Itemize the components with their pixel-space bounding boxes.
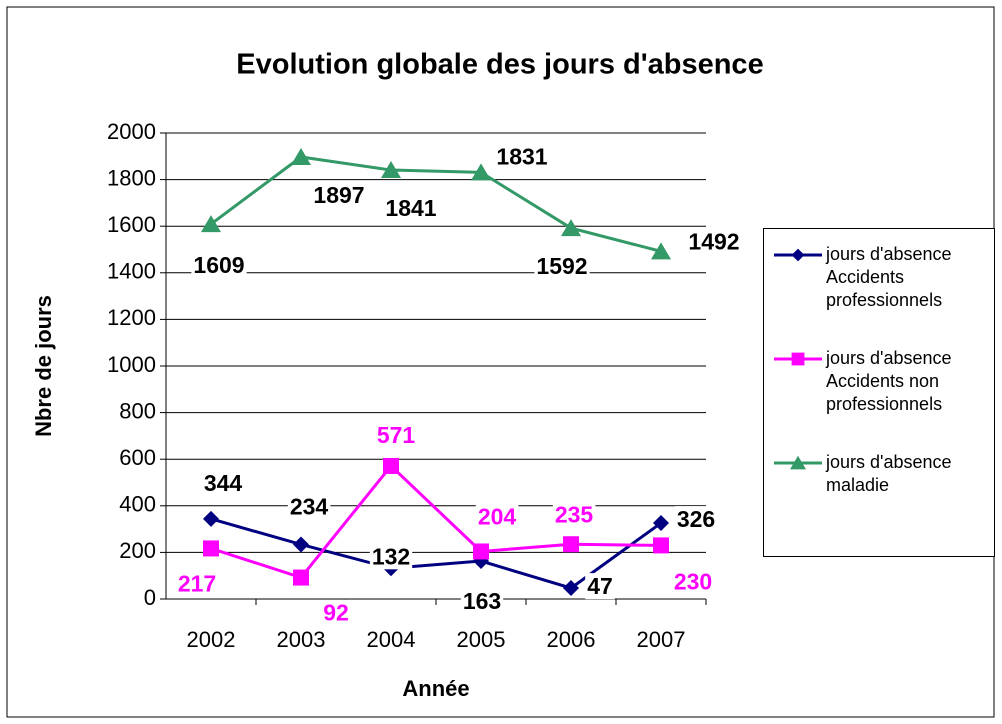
legend-entry: jours d'absence maladie [764, 451, 994, 541]
y-tick-label: 400 [119, 492, 156, 517]
marker-diamond [203, 510, 219, 527]
series-line [210, 463, 662, 580]
data-label: 92 [323, 600, 349, 626]
legend: jours d'absence Accidents professionnels… [763, 228, 995, 557]
data-label-bg [475, 503, 519, 530]
legend-swatch [774, 352, 822, 366]
y-tick-label: 1000 [107, 352, 156, 377]
data-label-bg [374, 422, 418, 449]
data-label: 204 [478, 504, 517, 530]
x-axis-title: Année [402, 676, 469, 701]
x-tick-label: 2002 [187, 627, 236, 652]
legend-label: jours d'absence Accidents non profession… [826, 348, 952, 414]
legend-label: jours d'absence maladie [826, 452, 952, 495]
x-tick-label: 2007 [637, 627, 686, 652]
data-label-bg [369, 543, 413, 570]
data-label-bg [534, 253, 590, 280]
series-line [210, 155, 662, 253]
legend-swatch [774, 248, 822, 262]
data-label: 1609 [193, 252, 244, 278]
data-label-bg [671, 568, 715, 595]
marker-square [293, 569, 309, 586]
y-axis-title: Nbre de jours [31, 295, 56, 437]
y-tick-label: 200 [119, 538, 156, 563]
data-label: 1592 [536, 253, 587, 279]
marker-square [383, 457, 399, 474]
chart-title: Evolution globale des jours d'absence [236, 49, 763, 81]
marker-triangle [790, 455, 806, 470]
data-label: 571 [377, 422, 416, 448]
data-label: 132 [372, 543, 410, 569]
data-label-bg [321, 599, 351, 626]
data-label-bg [494, 143, 550, 170]
marker-square [203, 540, 219, 557]
data-label-bg [585, 573, 615, 600]
marker-diamond [791, 248, 805, 262]
data-label-bg [552, 501, 596, 528]
data-label: 344 [204, 470, 243, 496]
marker-triangle [291, 147, 311, 165]
y-tick-label: 600 [119, 445, 156, 470]
data-label: 1841 [385, 195, 436, 221]
marker-square [653, 537, 669, 554]
marker-triangle [651, 242, 671, 260]
data-label-bg [383, 195, 439, 222]
y-tick-label: 1800 [107, 165, 156, 190]
y-tick-label: 1400 [107, 259, 156, 284]
marker-square [563, 536, 579, 553]
data-label-bg [311, 182, 367, 209]
marker-square [791, 352, 805, 366]
marker-triangle [561, 219, 581, 237]
data-label-bg [287, 493, 331, 520]
x-tick-label: 2004 [367, 627, 416, 652]
x-tick-label: 2005 [457, 627, 506, 652]
marker-square [473, 543, 489, 560]
data-label: 47 [587, 573, 613, 599]
y-tick-label: 1200 [107, 305, 156, 330]
y-tick-label: 1600 [107, 212, 156, 237]
data-label-bg [686, 228, 742, 255]
data-label: 1897 [313, 182, 364, 208]
data-label-bg [191, 252, 247, 279]
legend-entry: jours d'absence Accidents professionnels [764, 243, 994, 333]
data-label-bg [175, 570, 219, 597]
x-tick-label: 2006 [547, 627, 596, 652]
data-label-bg [674, 506, 718, 533]
data-label: 326 [677, 506, 715, 532]
marker-triangle [471, 163, 491, 181]
legend-label: jours d'absence Accidents professionnels [826, 244, 952, 310]
marker-diamond [653, 515, 669, 532]
marker-triangle [381, 161, 401, 179]
data-label: 163 [463, 588, 501, 614]
data-label-bg [460, 588, 504, 615]
y-tick-label: 2000 [107, 119, 156, 144]
legend-swatch [774, 455, 822, 470]
data-label: 1492 [688, 228, 739, 254]
legend-entry: jours d'absence Accidents non profession… [764, 347, 994, 437]
y-tick-label: 0 [144, 585, 156, 610]
data-label: 234 [290, 494, 329, 520]
x-tick-label: 2003 [277, 627, 326, 652]
marker-diamond [293, 536, 309, 553]
data-label: 235 [555, 501, 594, 527]
data-label: 217 [178, 571, 216, 597]
y-tick-label: 800 [119, 398, 156, 423]
data-label: 1831 [496, 143, 547, 169]
marker-triangle [201, 215, 221, 233]
data-label: 230 [674, 568, 712, 594]
marker-diamond [563, 580, 579, 597]
data-label-bg [201, 469, 245, 496]
